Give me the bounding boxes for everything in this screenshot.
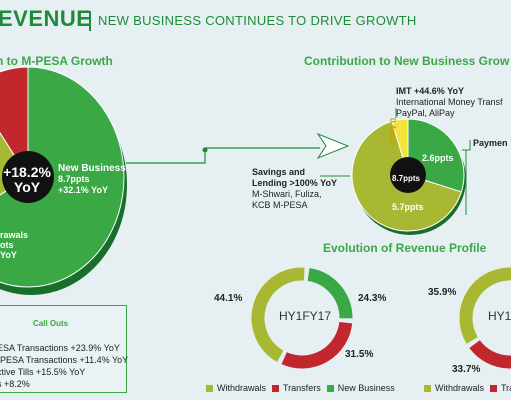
donut2-withdrawals-pct: 35.9%	[428, 287, 457, 298]
donut2-arc-transfers	[469, 340, 511, 369]
page-subtitle: NEW BUSINESS CONTINUES TO DRIVE GROWTH	[98, 13, 417, 28]
big-pie-label-withdrawals: rawals ots YoY	[0, 230, 28, 260]
imt-line-1: International Money Transf	[396, 97, 503, 107]
big-pie-slice-transfers	[0, 66, 29, 179]
payments-annotation: Paymen	[473, 138, 508, 148]
page-title: EVENUE	[0, 6, 92, 31]
donut1-arc-withdrawals	[251, 267, 305, 362]
donut1-arc-new-business	[307, 268, 353, 319]
big-pie-label-new-business: New Business 8.7ppts +32.1% YoY	[58, 163, 126, 196]
donut2-legend: Withdrawals Tra	[418, 383, 511, 393]
big-pie-nb-value: 8.7ppts	[58, 174, 90, 184]
title-divider	[89, 11, 91, 31]
big-pie-wd-value: ots	[0, 240, 14, 250]
callout-line-3: ctive Tills +15.5% YoY	[0, 367, 86, 377]
donut1-legend: Withdrawals Transfers New Business	[200, 383, 395, 393]
donut2-transfers-pct: 33.7%	[452, 364, 481, 375]
savings-line-2: KCB M-PESA	[252, 200, 308, 210]
big-pie-center-yoy: YoY	[13, 179, 41, 195]
legend-label-withdrawals: Withdrawals	[217, 383, 267, 393]
connector-dot	[202, 147, 208, 153]
donut2-center-label: HY1	[488, 309, 511, 323]
donut1-withdrawals-pct: 44.1%	[214, 293, 243, 304]
callout-line-2: -PESA Transactions +11.4% YoY	[0, 355, 129, 365]
legend2-swatch-transfers	[490, 384, 498, 392]
legend-label-new-business: New Business	[337, 383, 395, 393]
donut2-arc-withdrawals	[459, 267, 511, 344]
savings-annotation: Savings and Lending >100% YoY M-Shwari, …	[252, 167, 337, 211]
legend-label-transfers: Transfers	[283, 383, 321, 393]
callout-line-1: ESA Transactions +23.9% YoY	[0, 343, 120, 353]
big-pie-center-hole	[2, 151, 54, 203]
imt-annotation: IMT +44.6% YoY International Money Trans…	[396, 86, 503, 119]
donut1-arc-transfers	[281, 321, 353, 369]
big-pie-wd-growth: YoY	[0, 250, 17, 260]
imt-line-2: PayPal, AliPay	[396, 108, 455, 118]
connector-line-1	[126, 147, 320, 164]
big-pie-nb-name: New Business	[58, 163, 126, 174]
savings-heading-2: Lending >100% YoY	[252, 178, 337, 188]
big-pie-center-growth: +18.2%	[3, 164, 51, 180]
imt-heading: IMT +44.6% YoY	[396, 86, 464, 96]
legend-swatch-transfers	[272, 384, 280, 392]
callouts-box: Call Outs ESA Transactions +23.9% YoY -P…	[0, 305, 129, 393]
big-pie-center-label: +18.2% YoY	[0, 165, 54, 195]
contrib-pie-center-hole	[390, 157, 426, 193]
legend2-label-transfers: Tra	[501, 383, 511, 393]
savings-line-1: M-Shwari, Fuliza,	[252, 189, 322, 199]
savings-heading-1: Savings and	[252, 167, 306, 177]
donut1-newbusiness-pct: 24.3%	[358, 293, 387, 304]
legend2-label-withdrawals: Withdrawals	[435, 383, 485, 393]
callout-line-4: s +8.2%	[0, 379, 30, 389]
section-title-mpesa-growth: n to M-PESA Growth	[0, 54, 113, 68]
callouts-title: Call Outs	[33, 319, 69, 328]
contrib-label-savings: 5.7ppts	[392, 202, 424, 212]
contrib-label-payments: 2.6ppts	[422, 153, 454, 163]
donut1-transfers-pct: 31.5%	[345, 349, 374, 360]
arrow-icon	[316, 132, 350, 160]
contrib-label-imt: 0.4ppts	[388, 118, 397, 147]
big-pie-slice-new-business	[0, 66, 125, 288]
legend-swatch-new-business	[326, 384, 334, 392]
donut1-center-label: HY1FY17	[279, 309, 332, 323]
contrib-center-label: 8.7ppts	[392, 174, 421, 183]
legend2-swatch-withdrawals	[424, 384, 431, 392]
payments-leader-line	[462, 140, 471, 151]
big-pie-wd-name: rawals	[0, 230, 29, 240]
big-pie-nb-growth: +32.1% YoY	[58, 185, 108, 195]
section-title-new-business: Contribution to New Business Grow	[304, 54, 510, 68]
section-title-revenue-profile: Evolution of Revenue Profile	[323, 241, 487, 255]
legend-swatch-withdrawals	[206, 384, 213, 392]
